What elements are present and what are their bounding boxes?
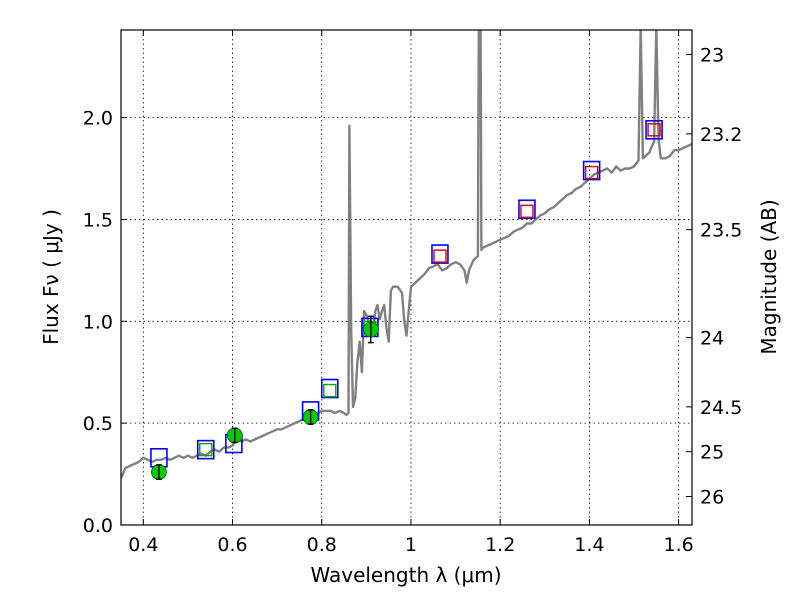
mag-tick-label: 23 (700, 44, 724, 66)
x-tick-label: 1.4 (574, 534, 604, 556)
x-tick-label: 1.2 (485, 534, 515, 556)
mag-tick-label: 23.2 (700, 124, 742, 146)
mag-tick-label: 26 (700, 486, 724, 508)
x-tick-label: 0.4 (128, 534, 158, 556)
observed-photometry-square (645, 120, 663, 140)
model-photometry-square (323, 383, 337, 398)
x-tick-label: 1.6 (664, 534, 694, 556)
mag-tick-label: 25 (700, 442, 724, 464)
observed-photometry-square (518, 199, 536, 220)
grid (121, 30, 692, 526)
observed-photometry-square (196, 439, 215, 460)
model-photometry-square (433, 249, 447, 263)
mag-tick-label: 24.5 (700, 397, 742, 419)
x-tick-label: 0.6 (217, 534, 247, 556)
model-spectrum-line (121, 30, 692, 479)
x-axis-label: Wavelength λ (μm) (310, 563, 501, 587)
x-axis: 0.4 0.6 0.8 1 1.2 1.4 1.6 (128, 30, 694, 556)
x-tick-label: 1 (405, 534, 417, 556)
model-photometry-square (584, 165, 599, 180)
model-photometry-square (199, 442, 213, 457)
observed-photometry-square (582, 160, 601, 181)
y-axis-left: 0.0 0.5 1.0 1.5 2.0 (83, 108, 127, 537)
y-tick-label: 0.0 (83, 515, 113, 537)
y-axis-right: 23 23.2 23.5 24 24.5 25 26 (686, 44, 742, 508)
y-tick-label: 2.0 (83, 108, 113, 130)
photometry-markers (150, 120, 663, 480)
y2-axis-label: Magnitude (AB) (757, 199, 781, 354)
plot-frame (120, 29, 693, 526)
x-tick-label: 0.8 (307, 534, 337, 556)
model-photometry-square (520, 204, 534, 218)
plot-background (121, 30, 692, 525)
y-axis-label: Flux Fν ( μJy ) (39, 209, 63, 345)
observed-photometry-square (431, 244, 449, 264)
mag-tick-label: 23.5 (700, 220, 742, 242)
mag-tick-label: 24 (700, 328, 724, 350)
model-photometry-square (647, 123, 661, 137)
y-tick-label: 0.5 (83, 413, 113, 435)
observed-photometry-square (320, 378, 339, 399)
y-tick-label: 1.5 (83, 209, 113, 231)
y-tick-label: 1.0 (83, 311, 113, 333)
